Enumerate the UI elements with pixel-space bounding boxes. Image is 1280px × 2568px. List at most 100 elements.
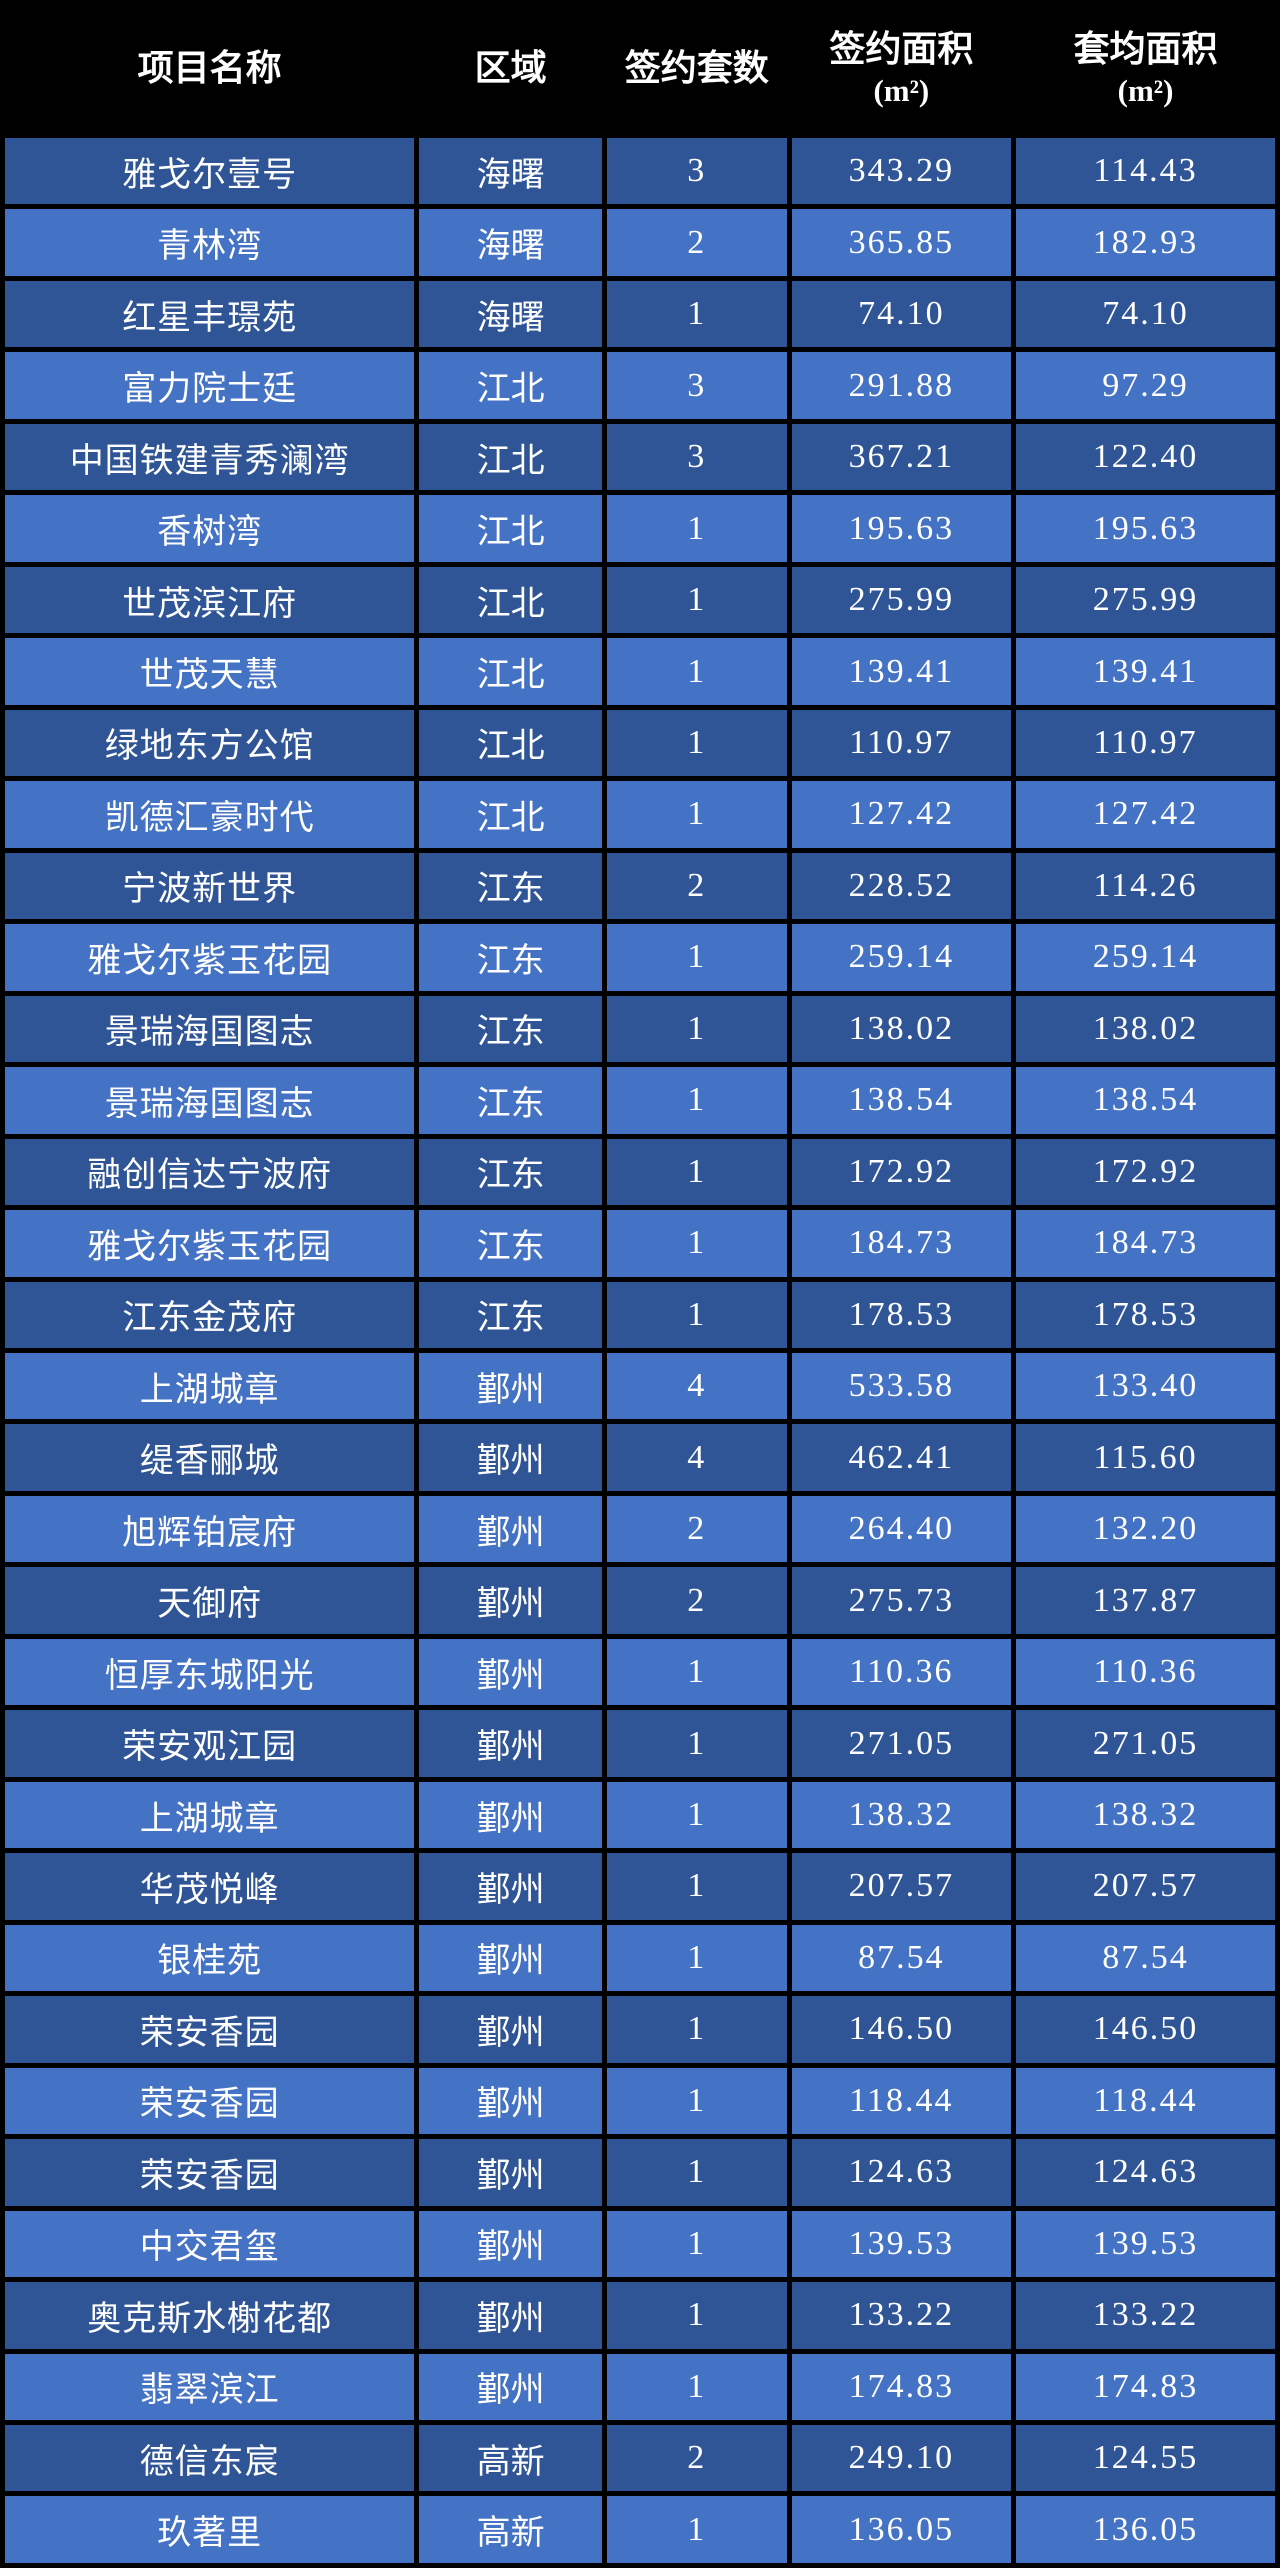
avg-area-cell: 138.32 xyxy=(1011,1776,1280,1854)
signed-area-cell: 207.57 xyxy=(786,1848,1017,1925)
project-name-cell: 世茂滨江府 xyxy=(0,561,420,639)
signed-area-cell: 118.44 xyxy=(786,2062,1017,2140)
header-label: 签约套数 xyxy=(624,48,769,89)
district-cell: 江东 xyxy=(414,1276,607,1353)
project-name-cell: 上湖城章 xyxy=(0,1776,420,1854)
avg-area-cell: 114.43 xyxy=(1011,132,1280,210)
avg-area-cell: 138.02 xyxy=(1011,990,1280,1068)
signed-area-cell: 139.41 xyxy=(786,633,1017,710)
district-cell: 海曙 xyxy=(414,275,607,353)
district-cell: 海曙 xyxy=(414,132,607,210)
table-row: 香树湾 江北 1 195.63 195.63 xyxy=(0,490,1280,567)
district-cell: 鄞州 xyxy=(414,1633,607,1711)
signed-area-cell: 139.53 xyxy=(786,2205,1017,2283)
table-row: 江东金茂府 江东 1 178.53 178.53 xyxy=(0,1276,1280,1353)
district-cell: 江北 xyxy=(414,490,607,567)
district-cell: 江北 xyxy=(414,418,607,496)
district-cell: 江东 xyxy=(414,919,607,996)
avg-area-cell: 124.55 xyxy=(1011,2419,1280,2497)
avg-area-cell: 87.54 xyxy=(1011,1919,1280,1997)
project-name-cell: 德信东宸 xyxy=(0,2419,420,2497)
units-signed-cell: 3 xyxy=(601,132,792,210)
units-signed-cell: 1 xyxy=(601,2062,792,2140)
project-name-cell: 江东金茂府 xyxy=(0,1276,420,1353)
district-cell: 鄞州 xyxy=(414,2277,607,2354)
project-name-cell: 荣安香园 xyxy=(0,1991,420,2068)
units-signed-cell: 1 xyxy=(601,1133,792,1211)
signed-area-cell: 110.97 xyxy=(786,704,1017,782)
avg-area-cell: 195.63 xyxy=(1011,490,1280,567)
avg-area-cell: 97.29 xyxy=(1011,347,1280,424)
avg-area-cell: 207.57 xyxy=(1011,1848,1280,1925)
signed-area-cell: 178.53 xyxy=(786,1276,1017,1353)
table-row: 恒厚东城阳光 鄞州 1 110.36 110.36 xyxy=(0,1633,1280,1711)
project-name-cell: 富力院士廷 xyxy=(0,347,420,424)
district-cell: 江东 xyxy=(414,1133,607,1211)
avg-area-cell: 115.60 xyxy=(1011,1419,1280,1496)
units-signed-cell: 3 xyxy=(601,418,792,496)
units-signed-cell: 1 xyxy=(601,919,792,996)
units-signed-cell: 1 xyxy=(601,1705,792,1782)
table-row: 雅戈尔壹号 海曙 3 343.29 114.43 xyxy=(0,132,1280,210)
project-name-cell: 融创信达宁波府 xyxy=(0,1133,420,1211)
units-signed-cell: 1 xyxy=(601,2205,792,2283)
project-name-cell: 上湖城章 xyxy=(0,1347,420,1425)
district-cell: 江东 xyxy=(414,1062,607,1139)
units-signed-cell: 3 xyxy=(601,347,792,424)
table-row: 上湖城章 鄞州 1 138.32 138.32 xyxy=(0,1776,1280,1854)
project-name-cell: 雅戈尔壹号 xyxy=(0,132,420,210)
project-name-cell: 雅戈尔紫玉花园 xyxy=(0,919,420,996)
header-cell-units-signed: 签约套数 xyxy=(601,0,792,138)
project-name-cell: 缇香郦城 xyxy=(0,1419,420,1496)
avg-area-cell: 110.97 xyxy=(1011,704,1280,782)
district-cell: 鄞州 xyxy=(414,2205,607,2283)
table-row: 红星丰璟苑 海曙 1 74.10 74.10 xyxy=(0,275,1280,353)
header-row: 项目名称 区域 签约套数 签约面积 (m²) 套均面积 (m²) xyxy=(0,0,1280,138)
signed-area-cell: 136.05 xyxy=(786,2491,1017,2568)
units-signed-cell: 1 xyxy=(601,2134,792,2211)
units-signed-cell: 1 xyxy=(601,1776,792,1854)
table-row: 翡翠滨江 鄞州 1 174.83 174.83 xyxy=(0,2348,1280,2426)
project-name-cell: 奥克斯水榭花都 xyxy=(0,2277,420,2354)
units-signed-cell: 1 xyxy=(601,2348,792,2426)
avg-area-cell: 138.54 xyxy=(1011,1062,1280,1139)
district-cell: 鄞州 xyxy=(414,2062,607,2140)
district-cell: 鄞州 xyxy=(414,1705,607,1782)
project-name-cell: 恒厚东城阳光 xyxy=(0,1633,420,1711)
avg-area-cell: 182.93 xyxy=(1011,204,1280,281)
signed-area-cell: 127.42 xyxy=(786,776,1017,853)
table-row: 景瑞海国图志 江东 1 138.54 138.54 xyxy=(0,1062,1280,1139)
project-name-cell: 世茂天慧 xyxy=(0,633,420,710)
units-signed-cell: 1 xyxy=(601,1062,792,1139)
units-signed-cell: 4 xyxy=(601,1347,792,1425)
signed-area-cell: 291.88 xyxy=(786,347,1017,424)
table-row: 中交君玺 鄞州 1 139.53 139.53 xyxy=(0,2205,1280,2283)
district-cell: 鄞州 xyxy=(414,1919,607,1997)
district-cell: 鄞州 xyxy=(414,1419,607,1496)
table-row: 奥克斯水榭花都 鄞州 1 133.22 133.22 xyxy=(0,2277,1280,2354)
project-name-cell: 景瑞海国图志 xyxy=(0,990,420,1068)
project-name-cell: 中国铁建青秀澜湾 xyxy=(0,418,420,496)
signed-area-cell: 275.99 xyxy=(786,561,1017,639)
units-signed-cell: 1 xyxy=(601,704,792,782)
units-signed-cell: 2 xyxy=(601,1562,792,1639)
signed-area-cell: 184.73 xyxy=(786,1205,1017,1282)
signed-area-cell: 174.83 xyxy=(786,2348,1017,2426)
project-name-cell: 宁波新世界 xyxy=(0,847,420,925)
table-body: 雅戈尔壹号 海曙 3 343.29 114.43 青林湾 海曙 2 365.85 182.93 红星… xyxy=(0,132,1280,2568)
units-signed-cell: 2 xyxy=(601,1490,792,1568)
district-cell: 江东 xyxy=(414,990,607,1068)
units-signed-cell: 1 xyxy=(601,2491,792,2568)
project-name-cell: 绿地东方公馆 xyxy=(0,704,420,782)
avg-area-cell: 133.40 xyxy=(1011,1347,1280,1425)
units-signed-cell: 1 xyxy=(601,1919,792,1997)
header-unit: (m²) xyxy=(1117,73,1174,109)
header-cell-avg-area: 套均面积 (m²) xyxy=(1011,0,1280,138)
signed-area-cell: 271.05 xyxy=(786,1705,1017,1782)
signed-area-cell: 74.10 xyxy=(786,275,1017,353)
signed-area-cell: 138.32 xyxy=(786,1776,1017,1854)
table-row: 世茂滨江府 江北 1 275.99 275.99 xyxy=(0,561,1280,639)
units-signed-cell: 1 xyxy=(601,1991,792,2068)
table-row: 富力院士廷 江北 3 291.88 97.29 xyxy=(0,347,1280,424)
